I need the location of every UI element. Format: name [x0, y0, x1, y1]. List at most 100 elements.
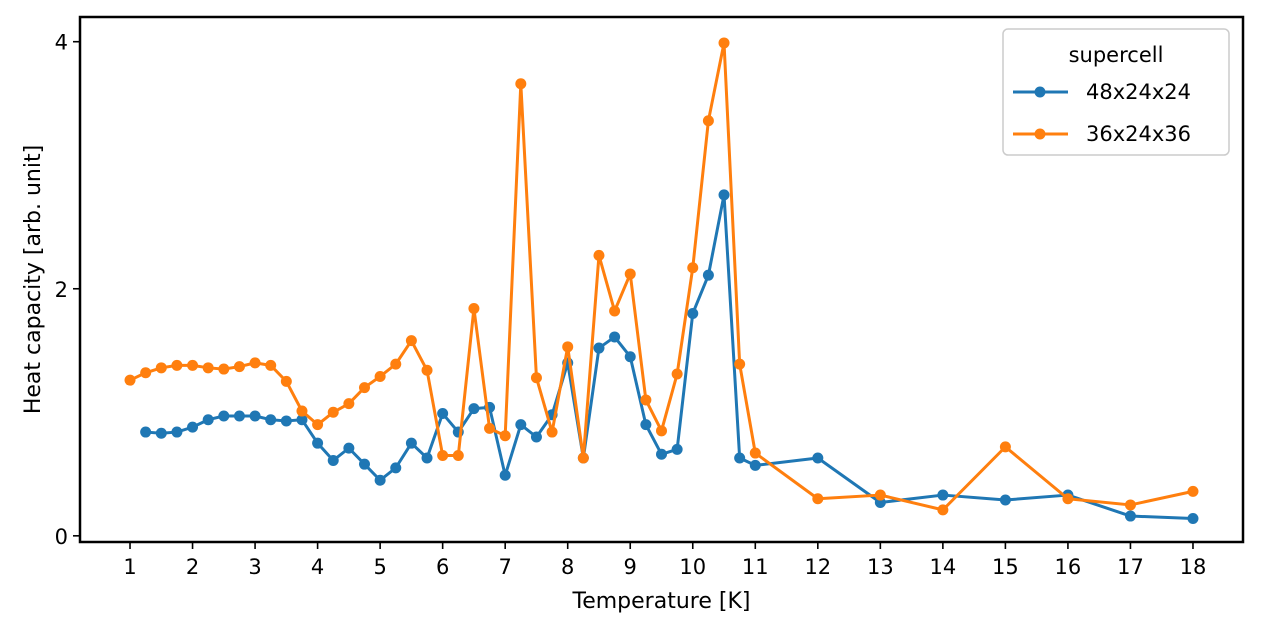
data-point — [1124, 499, 1136, 511]
data-point — [233, 361, 245, 373]
data-point — [1124, 510, 1136, 522]
plot-frame — [78, 15, 1245, 544]
x-axis-label: Temperature [K] — [572, 589, 751, 614]
data-point — [656, 448, 667, 460]
data-point — [1062, 493, 1074, 505]
data-point — [405, 437, 417, 449]
data-point — [468, 403, 480, 415]
data-point — [468, 303, 480, 315]
y-axis-label: Heat capacity [arb. unit] — [21, 145, 46, 414]
data-point — [405, 335, 417, 347]
legend-box — [1002, 28, 1230, 156]
series-layer — [124, 37, 1199, 525]
data-point — [358, 458, 370, 470]
data-point — [390, 358, 402, 370]
data-point — [812, 493, 824, 505]
x-tick-label: 7 — [498, 555, 511, 579]
data-point — [671, 368, 683, 380]
data-point — [562, 341, 574, 353]
data-point — [640, 394, 652, 406]
data-point — [171, 359, 183, 371]
data-point — [265, 359, 277, 371]
x-tick-label: 16 — [1055, 555, 1082, 579]
data-point — [999, 441, 1011, 453]
x-tick-label: 3 — [248, 555, 261, 579]
data-point — [499, 430, 511, 442]
data-point — [484, 422, 496, 434]
legend-marker-48x24x24 — [1034, 86, 1046, 98]
data-point — [734, 358, 746, 370]
data-point — [233, 410, 245, 422]
series-line-48x24x24 — [145, 193, 1194, 521]
data-point — [718, 37, 730, 49]
data-point — [656, 425, 667, 437]
x-tick-label: 2 — [186, 555, 199, 579]
data-point — [265, 414, 277, 426]
data-point — [187, 421, 199, 433]
data-point — [327, 406, 339, 418]
data-point — [437, 408, 449, 420]
data-point — [671, 443, 683, 455]
data-point — [546, 426, 558, 438]
x-tick-label: 8 — [561, 555, 574, 579]
data-point — [312, 437, 324, 449]
data-point — [734, 452, 746, 464]
x-tick-label: 18 — [1180, 555, 1207, 579]
data-point — [421, 364, 433, 376]
data-point — [624, 351, 636, 363]
data-point — [187, 359, 199, 371]
data-point — [171, 426, 183, 438]
data-point — [749, 447, 761, 459]
x-tick-label: 14 — [930, 555, 957, 579]
legend-label-36x24x36: 36x24x36 — [1086, 122, 1191, 146]
data-point — [249, 410, 261, 422]
x-tick-label: 9 — [624, 555, 637, 579]
data-point — [437, 450, 449, 462]
data-point — [358, 382, 370, 394]
data-point — [280, 415, 292, 427]
x-tick-label: 6 — [436, 555, 449, 579]
data-point — [937, 504, 949, 516]
data-point — [390, 462, 402, 474]
x-tick-label: 17 — [1117, 555, 1144, 579]
series-36x24x36 — [124, 37, 1199, 516]
data-point — [609, 331, 621, 343]
legend-label-48x24x24: 48x24x24 — [1086, 80, 1191, 104]
data-point — [296, 405, 308, 417]
x-tick-label: 10 — [679, 555, 706, 579]
y-tick-label: 2 — [55, 278, 68, 302]
data-point — [1187, 485, 1199, 497]
x-tick-label: 13 — [867, 555, 894, 579]
data-point — [202, 362, 214, 374]
y-axis-ticks: 0 2 4 — [55, 31, 80, 549]
data-point — [874, 489, 886, 501]
y-tick-label: 0 — [55, 525, 68, 549]
x-tick-label: 15 — [992, 555, 1019, 579]
legend-entry-48x24x24: 48x24x24 — [1013, 80, 1191, 104]
data-point — [515, 78, 527, 90]
x-axis-ticks: 1 2 3 4 5 6 7 8 9 10 11 12 13 14 15 16 17 18 — [123, 542, 1206, 579]
x-tick-label: 4 — [311, 555, 324, 579]
data-point — [530, 431, 542, 443]
data-point — [343, 442, 355, 454]
data-point — [640, 419, 652, 431]
data-point — [609, 305, 621, 317]
data-point — [702, 269, 714, 281]
data-point — [812, 452, 824, 464]
data-point — [312, 419, 324, 431]
data-point — [624, 268, 636, 280]
data-point — [249, 357, 261, 369]
data-point — [702, 115, 714, 127]
series-48x24x24 — [140, 189, 1199, 525]
legend-marker-36x24x36 — [1034, 128, 1046, 140]
data-point — [718, 189, 730, 201]
data-point — [1187, 513, 1199, 525]
data-point — [343, 398, 355, 410]
data-point — [124, 374, 136, 386]
data-point — [937, 489, 949, 501]
data-point — [421, 452, 433, 464]
data-point — [593, 249, 605, 261]
data-point — [140, 426, 152, 438]
data-point — [593, 342, 605, 354]
